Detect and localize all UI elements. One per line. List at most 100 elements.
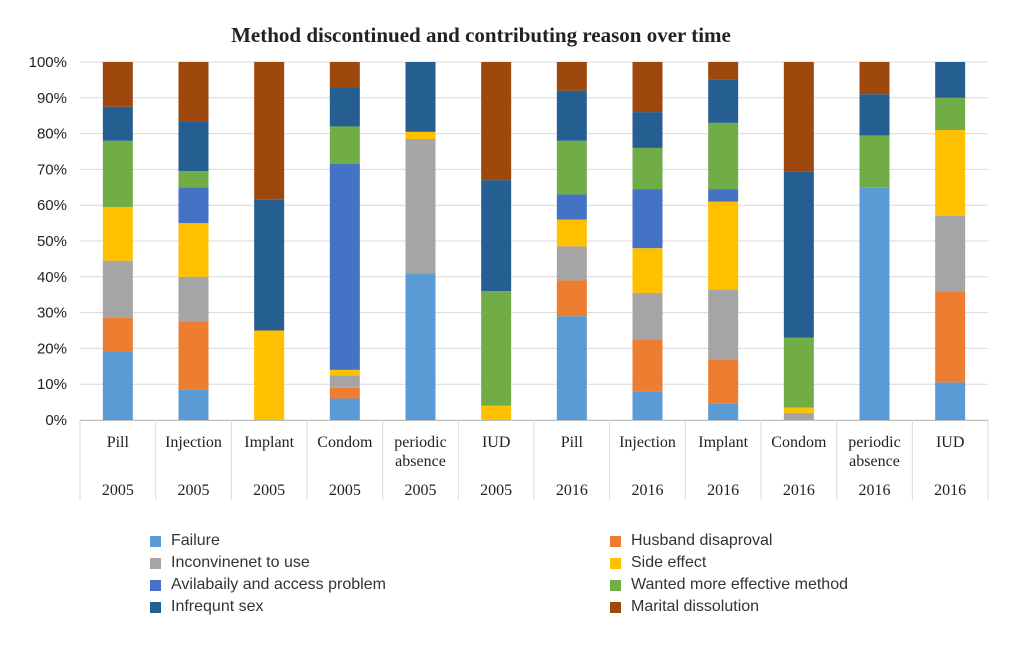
x-category-label: Implant: [244, 434, 294, 451]
bar-segment: [556, 62, 587, 91]
bar-segment: [329, 387, 360, 399]
bar-segment: [935, 130, 966, 216]
bar-segment: [102, 260, 133, 318]
legend-swatch: [150, 601, 161, 613]
bar-segment: [329, 87, 360, 127]
bar-segment: [556, 246, 587, 281]
bar-segment: [178, 276, 209, 322]
bar-segment: [481, 291, 512, 406]
bar-segment: [935, 382, 966, 420]
x-year-label: 2005: [405, 482, 437, 499]
x-year-label: 2005: [480, 482, 512, 499]
bar-segment: [481, 62, 512, 181]
bar-segment: [102, 62, 133, 107]
bar-segment: [178, 389, 209, 420]
y-tick-label: 20%: [37, 340, 67, 357]
bar-segment: [783, 171, 814, 338]
bar-segment: [935, 97, 966, 131]
bar-segment: [859, 94, 890, 136]
bar-segment: [556, 140, 587, 195]
y-tick-label: 100%: [29, 54, 67, 71]
legend-item: Avilabaily and access problem: [150, 574, 386, 596]
y-tick-label: 70%: [37, 161, 67, 178]
x-year-label: 2005: [178, 482, 210, 499]
bar-segment: [254, 62, 285, 200]
bar-segment: [632, 248, 663, 293]
x-year-label: 2016: [859, 482, 891, 499]
bar-segment: [329, 375, 360, 388]
x-category-label: Pill: [561, 434, 584, 451]
legend-swatch: [610, 601, 621, 613]
x-category-label: absence: [849, 453, 900, 470]
bar-segment: [329, 398, 360, 420]
bar-segment: [556, 280, 587, 317]
bar-segment: [329, 126, 360, 165]
x-category-label: periodic: [394, 434, 446, 451]
x-year-label: 2016: [707, 482, 739, 499]
y-tick-label: 50%: [37, 233, 67, 250]
legend-label: Side effect: [631, 554, 707, 571]
legend-label: Infrequnt sex: [171, 598, 264, 615]
y-tick-label: 90%: [37, 90, 67, 107]
legend-item: Side effect: [610, 552, 706, 574]
bar-segment: [708, 359, 739, 404]
legend-label: Avilabaily and access problem: [171, 576, 386, 593]
bar-segment: [102, 106, 133, 141]
x-category-label: Condom: [317, 434, 373, 451]
x-category-label: Injection: [165, 434, 222, 451]
chart-title: Method discontinued and contributing rea…: [231, 23, 731, 47]
bars: [102, 62, 966, 420]
y-tick-label: 0%: [45, 412, 67, 429]
bar-segment: [935, 215, 966, 292]
legend-item: Infrequnt sex: [150, 596, 264, 618]
bar-segment: [102, 351, 133, 420]
bar-segment: [859, 135, 890, 188]
bar-segment: [859, 62, 890, 95]
legend-label: Failure: [171, 532, 220, 549]
x-category-label: absence: [395, 453, 446, 470]
bar-segment: [556, 219, 587, 247]
legend-label: Wanted more effective method: [631, 576, 848, 593]
bar-segment: [102, 140, 133, 207]
bar-segment: [632, 292, 663, 340]
bar-segment: [405, 131, 436, 139]
bar-segment: [405, 138, 436, 274]
x-axis: Pill 2005 Injection 2005 Implant 2005 Condom 20…: [79, 420, 989, 500]
x-year-label: 2016: [783, 482, 815, 499]
bar-segment: [254, 199, 285, 331]
bar-segment: [935, 291, 966, 383]
legend-item: Failure: [150, 530, 220, 552]
bar-segment: [632, 147, 663, 190]
bar-segment: [329, 369, 360, 376]
y-tick-label: 10%: [37, 376, 67, 393]
x-category-label: Injection: [619, 434, 676, 451]
bar-segment: [556, 90, 587, 141]
bar-segment: [708, 289, 739, 360]
x-year-label: 2016: [632, 482, 664, 499]
bar-segment: [632, 62, 663, 113]
x-category-label: Implant: [698, 434, 748, 451]
legend: Failure Husband disaproval Inconvinenet to…: [150, 530, 1010, 630]
legend-swatch: [610, 535, 621, 547]
bar-segment: [178, 171, 209, 188]
x-category-label: IUD: [936, 434, 964, 451]
bar-segment: [708, 62, 739, 80]
bar-segment: [102, 206, 133, 261]
bar-segment: [102, 317, 133, 352]
bar-segment: [632, 391, 663, 420]
bar-segment: [783, 62, 814, 172]
bar-segment: [481, 180, 512, 292]
bar-segment: [708, 79, 739, 123]
legend-label: Inconvinenet to use: [171, 554, 310, 571]
bar-segment: [632, 112, 663, 148]
legend-item: Inconvinenet to use: [150, 552, 310, 574]
legend-label: Husband disaproval: [631, 532, 773, 549]
bar-segment: [556, 194, 587, 220]
legend-swatch: [610, 579, 621, 591]
y-tick-label: 80%: [37, 126, 67, 143]
bar-segment: [708, 189, 739, 202]
bar-segment: [783, 412, 814, 420]
gridlines: [80, 61, 988, 421]
bar-segment: [254, 330, 285, 420]
